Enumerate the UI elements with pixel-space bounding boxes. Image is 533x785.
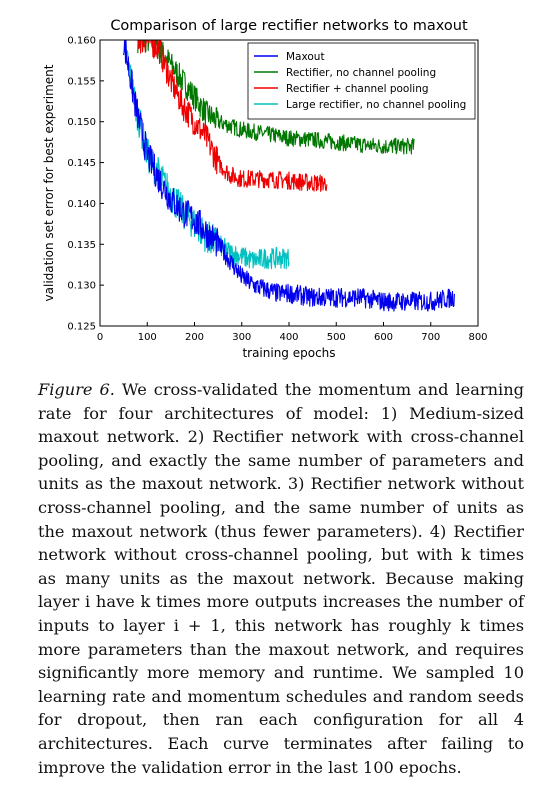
legend-items: Maxout Rectifier, no channel pooling Recti… xyxy=(254,51,466,111)
legend: Maxout Rectifier, no channel pooling Recti… xyxy=(247,42,476,120)
x-axis-label: training epochs xyxy=(242,346,335,360)
y-tick-label: 0.150 xyxy=(67,117,96,128)
x-tick-label: 400 xyxy=(279,332,298,343)
ticks-layer: 0 100 200 300 400 500 600 700 800 0.125 0.130 0.135… xyxy=(67,36,487,344)
y-tick-label: 0.160 xyxy=(67,36,96,47)
x-tick-label: 300 xyxy=(232,332,251,343)
legend-label-3: Large rectifier, no channel pooling xyxy=(286,99,466,111)
series-line-1 xyxy=(137,40,415,155)
y-tick-label: 0.135 xyxy=(67,240,96,251)
legend-label-2: Rectifier + channel pooling xyxy=(286,83,429,95)
x-tick-label: 0 xyxy=(97,332,103,343)
figure-caption: Figure 6. We cross-validated the momentu… xyxy=(38,378,524,779)
y-tick-label: 0.130 xyxy=(67,281,96,292)
x-tick-label: 500 xyxy=(327,332,346,343)
y-tick-label: 0.155 xyxy=(67,76,96,87)
y-tick-label: 0.140 xyxy=(67,199,96,210)
x-tick-label: 800 xyxy=(468,332,487,343)
legend-label-1: Rectifier, no channel pooling xyxy=(286,67,436,79)
chart-title: Comparison of large rectifier networks t… xyxy=(110,18,468,34)
y-tick-label: 0.125 xyxy=(67,322,96,333)
x-tick-label: 200 xyxy=(185,332,204,343)
x-tick-label: 100 xyxy=(138,332,157,343)
caption-label: Figure 6. xyxy=(38,380,115,399)
series-layer xyxy=(123,40,455,312)
legend-label-0: Maxout xyxy=(286,51,325,63)
y-tick-label: 0.145 xyxy=(67,158,96,169)
legend-box xyxy=(247,42,476,120)
caption-text: We cross-validated the momentum and lear… xyxy=(38,380,524,777)
y-axis-label: validation set error for best experiment xyxy=(42,64,56,301)
figure-chart: Comparison of large rectifier networks t… xyxy=(42,18,488,360)
caption-paragraph: Figure 6. We cross-validated the momentu… xyxy=(38,378,524,779)
x-tick-label: 600 xyxy=(374,332,393,343)
series-line-2 xyxy=(137,40,328,192)
x-tick-label: 700 xyxy=(421,332,440,343)
series-line-0 xyxy=(123,40,455,312)
